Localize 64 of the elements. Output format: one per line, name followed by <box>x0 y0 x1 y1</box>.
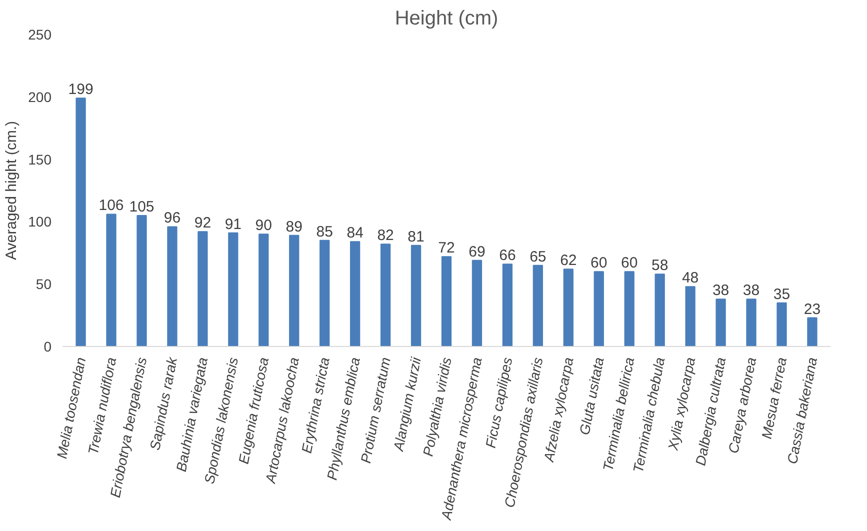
data-label: 96 <box>164 210 181 227</box>
bar <box>472 260 482 346</box>
chart-title: Height (cm) <box>394 8 498 30</box>
data-label: 85 <box>316 223 333 240</box>
data-label: 84 <box>346 224 364 242</box>
bar <box>380 244 391 346</box>
data-label: 66 <box>499 247 516 264</box>
bar <box>532 264 543 346</box>
data-label: 72 <box>438 240 455 257</box>
bar <box>289 234 300 346</box>
bar <box>807 317 818 346</box>
data-label: 65 <box>530 248 546 266</box>
bar <box>320 240 330 346</box>
bar <box>502 264 513 346</box>
bar <box>563 268 574 346</box>
x-tick-label: Sapindus rarak <box>146 355 180 452</box>
y-tick-label: 150 <box>28 151 52 168</box>
y-axis-title: Averaged hight (cm.) <box>3 121 20 260</box>
bar <box>198 231 208 346</box>
data-label: 82 <box>377 227 394 244</box>
bar <box>441 256 452 346</box>
bar <box>776 302 787 346</box>
bar <box>76 98 86 346</box>
data-label: 60 <box>590 254 608 272</box>
data-label: 81 <box>408 228 424 246</box>
data-label: 60 <box>621 254 638 272</box>
bar <box>654 274 665 346</box>
data-label: 48 <box>682 270 699 287</box>
bar <box>716 298 726 346</box>
bar <box>594 271 604 346</box>
data-label: 89 <box>286 218 302 236</box>
bar <box>685 286 696 346</box>
data-label: 23 <box>804 300 821 318</box>
data-label: 58 <box>651 257 668 274</box>
data-label: 199 <box>68 81 94 98</box>
data-label: 35 <box>773 286 790 303</box>
data-label: 92 <box>194 214 212 232</box>
data-label: 106 <box>98 197 124 214</box>
data-label: 62 <box>560 252 577 270</box>
bar <box>350 241 360 346</box>
data-label: 38 <box>712 282 730 300</box>
bar <box>258 234 269 346</box>
data-label: 69 <box>468 243 486 260</box>
x-tick-label: Xylia xylocarpa <box>664 356 698 452</box>
x-tick-label: Erythrina stricta <box>298 356 332 454</box>
bar <box>228 232 238 346</box>
y-tick-label: 50 <box>36 276 52 292</box>
x-tick-label: Gluta usitata <box>576 356 607 436</box>
data-label: 105 <box>129 198 154 216</box>
y-tick-label: 200 <box>28 88 52 105</box>
bar <box>167 226 178 346</box>
data-label: 91 <box>224 216 242 233</box>
bar <box>410 244 422 346</box>
x-tick-label: Careya arborea <box>724 356 760 455</box>
data-label: 90 <box>255 217 272 234</box>
bar <box>136 214 147 346</box>
y-tick-label: 0 <box>44 338 52 354</box>
y-tick-label: 100 <box>28 214 52 230</box>
y-tick-label: 250 <box>28 26 52 42</box>
x-tick-label: Mesua ferrea <box>758 356 790 440</box>
data-label: 38 <box>742 282 760 300</box>
bar <box>746 298 756 346</box>
bar <box>624 271 634 346</box>
bar <box>106 214 116 346</box>
